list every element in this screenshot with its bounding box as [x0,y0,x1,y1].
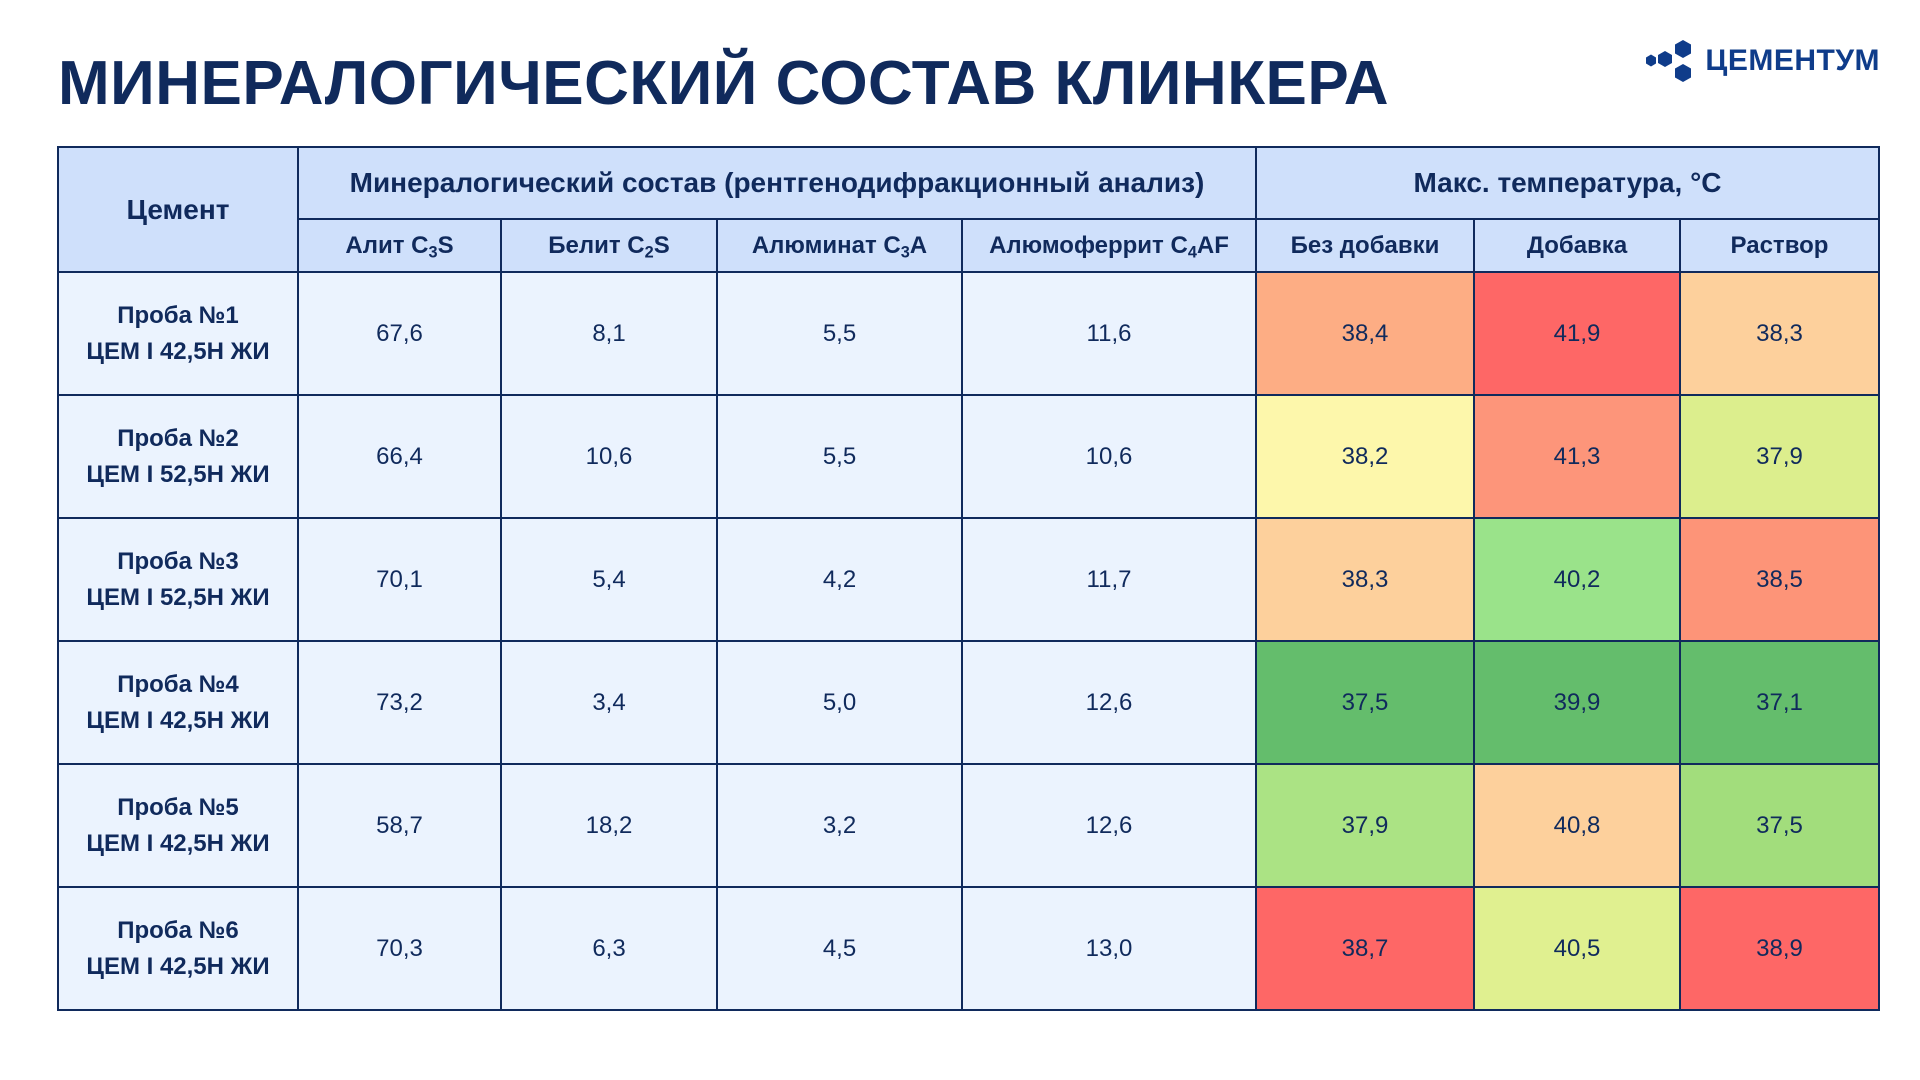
cementum-logo: ЦЕМЕНТУМ [1645,38,1880,84]
no-additive-column-header: Без добавки [1255,218,1475,273]
alite-cell: 73,2 [297,640,502,765]
temp-no-additive-cell: 37,9 [1255,763,1475,888]
aluminoferrite-cell: 11,6 [961,271,1257,396]
belite-cell: 18,2 [500,763,718,888]
temperature-group-header: Макс. температура, °С [1255,146,1880,220]
belite-cell: 5,4 [500,517,718,642]
alite-cell: 70,1 [297,517,502,642]
belite-cell: 10,6 [500,394,718,519]
temp-no-additive-cell: 37,5 [1255,640,1475,765]
sample-cell: Проба №2 ЦЕМ I 52,5Н ЖИ [57,394,299,519]
sample-cell: Проба №1 ЦЕМ I 42,5Н ЖИ [57,271,299,396]
aluminoferrite-cell: 12,6 [961,640,1257,765]
sample-cell: Проба №5 ЦЕМ I 42,5Н ЖИ [57,763,299,888]
temp-additive-cell: 41,3 [1473,394,1681,519]
aluminoferrite-cell: 12,6 [961,763,1257,888]
aluminoferrite-cell: 13,0 [961,886,1257,1011]
table-row: Проба №5 ЦЕМ I 42,5Н ЖИ 58,7 18,2 3,2 12,… [57,763,1880,888]
temp-mortar-cell: 37,1 [1679,640,1880,765]
alite-column-header: Алит C3S [297,218,502,273]
mortar-column-header: Раствор [1679,218,1880,273]
table-row: Проба №3 ЦЕМ I 52,5Н ЖИ 70,1 5,4 4,2 11,7… [57,517,1880,642]
hexagon-logo-icon [1646,40,1692,82]
aluminate-cell: 5,0 [716,640,963,765]
temp-mortar-cell: 37,9 [1679,394,1880,519]
temp-mortar-cell: 38,9 [1679,886,1880,1011]
belite-cell: 8,1 [500,271,718,396]
alite-cell: 66,4 [297,394,502,519]
belite-column-header: Белит C2S [500,218,718,273]
table-row: Проба №1 ЦЕМ I 42,5Н ЖИ 67,6 8,1 5,5 11,6… [57,271,1880,396]
aluminate-cell: 4,2 [716,517,963,642]
table-row: Проба №6 ЦЕМ I 42,5Н ЖИ 70,3 6,3 4,5 13,0… [57,886,1880,1011]
sample-cell: Проба №6 ЦЕМ I 42,5Н ЖИ [57,886,299,1011]
aluminate-cell: 3,2 [716,763,963,888]
page-title: МИНЕРАЛОГИЧЕСКИЙ СОСТАВ КЛИНКЕРА [58,49,1390,118]
alite-cell: 58,7 [297,763,502,888]
temp-additive-cell: 41,9 [1473,271,1681,396]
aluminoferrite-column-header: Алюмоферрит C4AF [961,218,1257,273]
temp-additive-cell: 39,9 [1473,640,1681,765]
temp-mortar-cell: 38,3 [1679,271,1880,396]
temp-additive-cell: 40,2 [1473,517,1681,642]
aluminate-column-header: Алюминат C3A [716,218,963,273]
aluminate-cell: 5,5 [716,394,963,519]
aluminate-cell: 5,5 [716,271,963,396]
table-row: Проба №4 ЦЕМ I 42,5Н ЖИ 73,2 3,4 5,0 12,6… [57,640,1880,765]
aluminate-cell: 4,5 [716,886,963,1011]
temp-no-additive-cell: 38,4 [1255,271,1475,396]
composition-group-header: Минералогический состав (рентгенодифракц… [297,146,1257,220]
temp-no-additive-cell: 38,2 [1255,394,1475,519]
alite-cell: 67,6 [297,271,502,396]
aluminoferrite-cell: 11,7 [961,517,1257,642]
temp-mortar-cell: 38,5 [1679,517,1880,642]
cement-column-header: Цемент [57,146,299,273]
temp-additive-cell: 40,8 [1473,763,1681,888]
temp-no-additive-cell: 38,7 [1255,886,1475,1011]
logo-text: ЦЕМЕНТУМ [1705,44,1880,77]
additive-column-header: Добавка [1473,218,1681,273]
belite-cell: 3,4 [500,640,718,765]
aluminoferrite-cell: 10,6 [961,394,1257,519]
temp-additive-cell: 40,5 [1473,886,1681,1011]
belite-cell: 6,3 [500,886,718,1011]
alite-cell: 70,3 [297,886,502,1011]
temp-mortar-cell: 37,5 [1679,763,1880,888]
sample-cell: Проба №4 ЦЕМ I 42,5Н ЖИ [57,640,299,765]
clinker-composition-table: Цемент Минералогический состав (рентгено… [57,146,1880,1011]
sample-cell: Проба №3 ЦЕМ I 52,5Н ЖИ [57,517,299,642]
temp-no-additive-cell: 38,3 [1255,517,1475,642]
table-row: Проба №2 ЦЕМ I 52,5Н ЖИ 66,4 10,6 5,5 10,… [57,394,1880,519]
